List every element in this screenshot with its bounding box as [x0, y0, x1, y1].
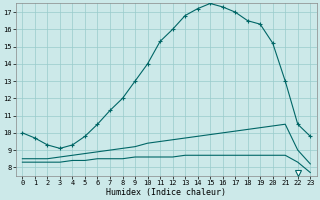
X-axis label: Humidex (Indice chaleur): Humidex (Indice chaleur) [106, 188, 226, 197]
